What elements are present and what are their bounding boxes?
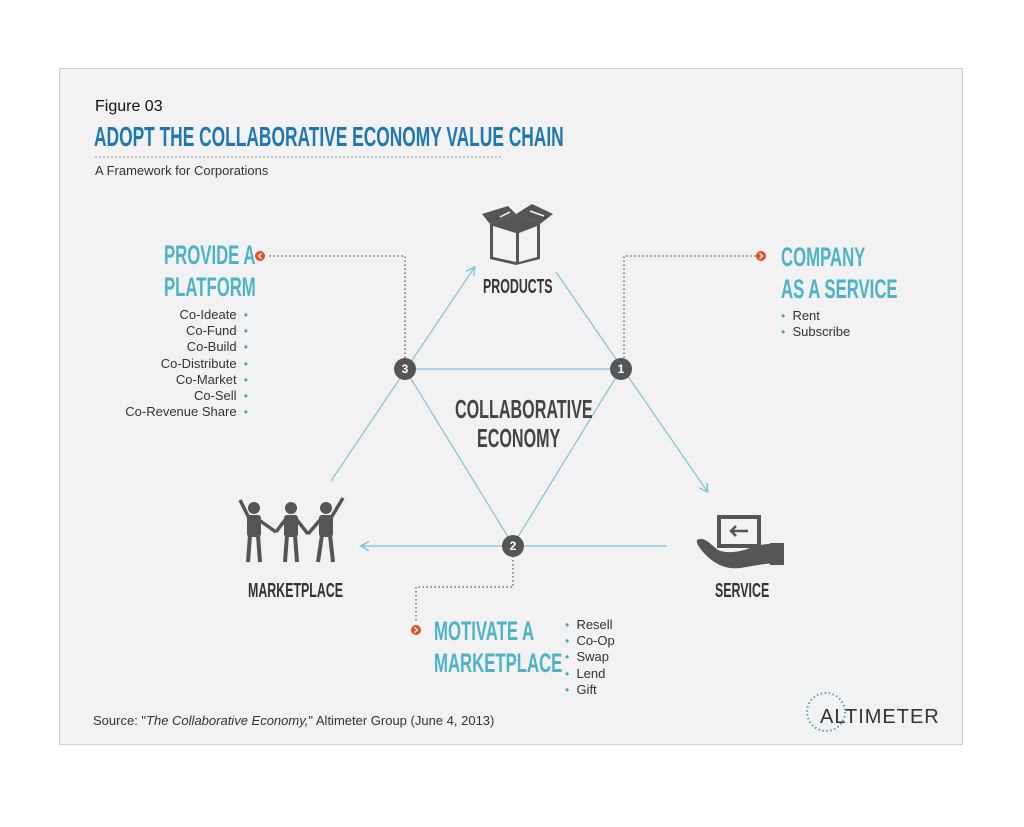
list-item: Co-Fund •	[185, 323, 248, 339]
list-item: • Rent	[781, 308, 820, 323]
list-item: • Resell	[565, 617, 613, 632]
connector-platform	[268, 255, 406, 358]
figure-label: Figure 03	[95, 98, 163, 115]
figure-title: ADOPT THE COLLABORATIVE ECONOMY VALUE CH…	[94, 121, 564, 152]
list-item: Co-Distribute •	[160, 355, 248, 371]
figure-card	[59, 68, 963, 745]
inner-edge-left	[404, 368, 514, 546]
marketplace-marker-icon	[411, 625, 421, 635]
platform-heading-line1: PROVIDE A	[164, 240, 256, 270]
list-item: Co-Sell •	[193, 388, 248, 404]
list-item: • Lend	[565, 665, 606, 681]
connector-service	[623, 255, 756, 358]
service-heading-line2: AS A SERVICE	[781, 274, 898, 304]
platform-heading-line2: PLATFORM	[164, 272, 256, 302]
marketplace-list: • Resell • Co-Op • Swap • Lend • Gift	[565, 617, 615, 698]
list-item: • Swap	[565, 649, 609, 665]
figure-subtitle: A Framework for Corporations	[95, 163, 269, 178]
service-label: SERVICE	[715, 580, 770, 602]
list-item: • Subscribe	[781, 324, 851, 340]
platform-list: Co-Ideate • Co-Fund • Co-Build • Co-Dist…	[125, 307, 248, 420]
people-icon	[238, 497, 345, 563]
altimeter-logo-ring-icon	[806, 692, 846, 732]
step-1-badge: 1	[610, 358, 632, 380]
list-item: Co-Market •	[175, 371, 248, 387]
marketplace-heading-line2: MARKETPLACE	[434, 648, 563, 678]
marketplace-heading-line1: MOTIVATE A	[434, 616, 535, 646]
hand-service-icon	[696, 515, 784, 569]
list-item: • Co-Op	[565, 633, 615, 649]
box-icon	[482, 204, 553, 265]
step-2-badge: 2	[502, 535, 524, 557]
center-label-line2: ECONOMY	[477, 423, 561, 453]
service-marker-icon	[756, 251, 766, 261]
list-item: Co-Revenue Share •	[125, 404, 248, 420]
inner-edge-right	[512, 368, 622, 546]
center-label-line1: COLLABORATIVE	[455, 394, 593, 424]
service-heading-line1: COMPANY	[781, 242, 866, 272]
connector-marketplace	[415, 556, 514, 622]
list-item: • Gift	[565, 681, 597, 697]
list-item: Co-Ideate •	[179, 307, 248, 322]
platform-marker-icon	[255, 251, 265, 261]
arrow-products-to-service	[555, 271, 707, 491]
marketplace-label: MARKETPLACE	[248, 580, 344, 602]
altimeter-logo: ALTIMETER	[820, 706, 940, 728]
step-3-badge: 3	[394, 358, 416, 380]
list-item: Co-Build •	[186, 339, 248, 355]
source-citation: Source: "The Collaborative Economy," Alt…	[93, 713, 495, 728]
service-list: • Rent • Subscribe	[781, 308, 850, 340]
products-label: PRODUCTS	[483, 276, 553, 298]
